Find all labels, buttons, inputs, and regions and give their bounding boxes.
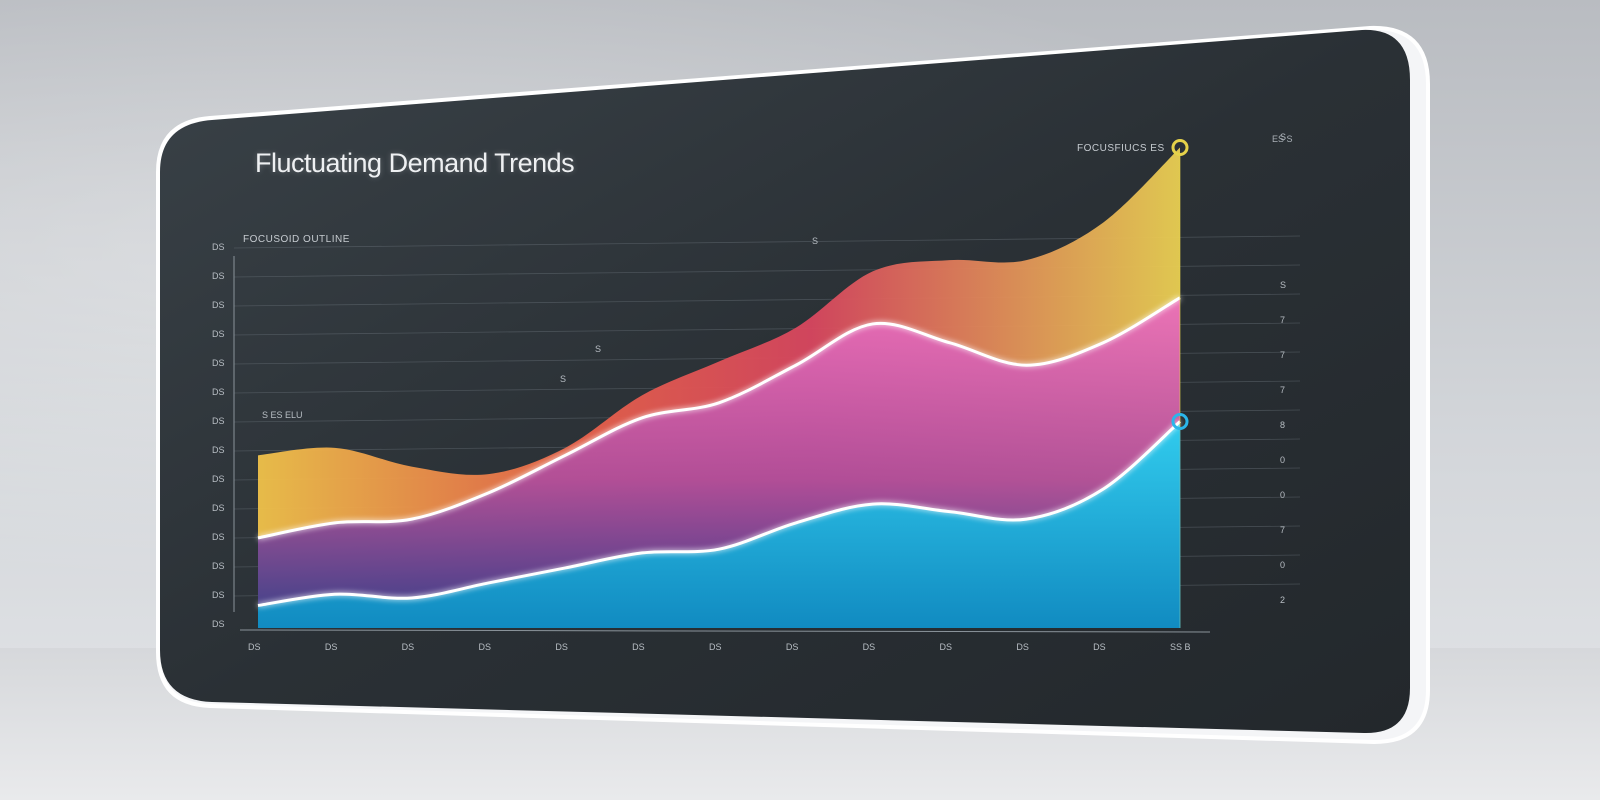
x-tick-label: DS	[709, 642, 722, 652]
x-tick-label: DS	[632, 642, 645, 652]
y-tick-label-right: 7	[1280, 315, 1285, 325]
x-tick-label: DS	[555, 642, 568, 652]
y-tick-label-right: 0	[1280, 490, 1285, 500]
end-markers	[1171, 139, 1189, 628]
annotation-label: S	[595, 344, 601, 354]
y-tick-label-right: 2	[1280, 595, 1285, 605]
x-axis	[239, 629, 1211, 633]
x-tick-label: DS	[402, 642, 415, 652]
x-tick-label: SS B	[1170, 642, 1191, 652]
series-bottom-line	[257, 420, 1181, 607]
y-tick-label-left: DS	[212, 619, 225, 629]
y-tick-label-left: DS	[212, 503, 225, 513]
y-tick-label-left: DS	[212, 358, 225, 368]
y-tick-label-left: DS	[212, 416, 225, 426]
series-bottom-area	[258, 421, 1180, 628]
y-tick-label-right: 7	[1280, 350, 1285, 360]
y-tick-label-left: DS	[212, 445, 225, 455]
y-tick-label-right: 7	[1280, 525, 1285, 535]
y-tick-label-right: 8	[1280, 420, 1285, 430]
corner-label: ES S	[1272, 134, 1293, 144]
x-tick-label: DS	[940, 642, 953, 652]
series-layer	[257, 147, 1181, 628]
annotation-label: S ES ELU	[262, 410, 303, 420]
tick-labels: DS DS DS DS DS DS DS DS DS DS DS DS DS DS DS DS DS DS DS DS…	[212, 132, 1286, 652]
x-tick-label: DS	[325, 642, 338, 652]
y-tick-label-right: 0	[1280, 560, 1285, 570]
legend-right-label: FOCUSFIUCS ES	[1077, 143, 1165, 154]
y-tick-label-left: DS	[212, 242, 225, 252]
annotation-label: S	[560, 374, 566, 384]
y-tick-label-left: DS	[212, 590, 225, 600]
y-tick-label-left: DS	[212, 329, 225, 339]
y-tick-label-left: DS	[212, 300, 225, 310]
annotation-label: S	[1280, 132, 1286, 142]
x-tick-label: DS	[1093, 642, 1106, 652]
y-tick-label-left: DS	[212, 474, 225, 484]
y-tick-label-right: 7	[1280, 385, 1285, 395]
legend-left-label: FOCUSOID OUTLINE	[243, 234, 350, 245]
y-tick-label-left: DS	[212, 271, 225, 281]
x-tick-label: DS	[863, 642, 876, 652]
y-tick-label-left: DS	[212, 532, 225, 542]
x-tick-label: DS	[248, 642, 261, 652]
x-tick-label: DS	[1016, 642, 1029, 652]
y-tick-label-right: 0	[1280, 455, 1285, 465]
annotation-label: S	[812, 236, 818, 246]
y-tick-label-left: DS	[212, 387, 225, 397]
x-tick-label: DS	[786, 642, 799, 652]
x-tick-label: DS	[479, 642, 492, 652]
series-middle-line	[257, 296, 1181, 540]
chart-title: Fluctuating Demand Trends	[255, 148, 575, 178]
y-tick-label-right: S	[1280, 280, 1286, 290]
y-tick-label-left: DS	[212, 561, 225, 571]
